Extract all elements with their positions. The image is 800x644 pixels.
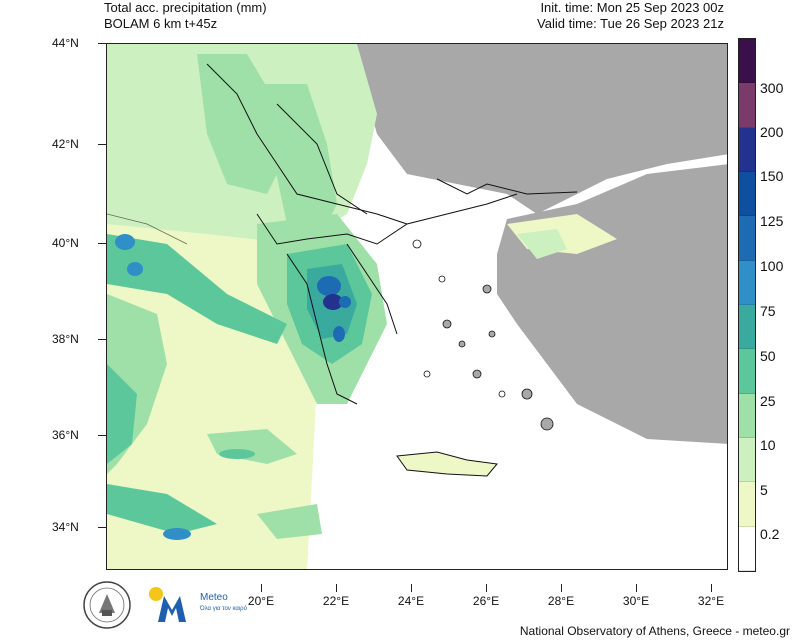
colorbar-label-100: 100 bbox=[760, 258, 784, 274]
colorbar-swatch bbox=[739, 482, 755, 527]
colorbar-swatch bbox=[739, 437, 755, 483]
lon-label-28: 28°E bbox=[536, 584, 586, 608]
map-canvas bbox=[107, 44, 727, 569]
colorbar-label-125: 125 bbox=[760, 213, 784, 229]
meteo-logo bbox=[149, 587, 186, 622]
lat-label-42: 42°N bbox=[52, 137, 106, 151]
meteo-logo-tagline: Όλα για τον καιρό bbox=[200, 606, 247, 612]
colorbar-swatch bbox=[739, 216, 755, 261]
observatory-seal-logo bbox=[83, 581, 131, 629]
colorbar-label-50: 50 bbox=[760, 348, 776, 364]
colorbar-label-300: 300 bbox=[760, 80, 784, 96]
colorbar-label-10: 10 bbox=[760, 437, 776, 453]
lat-label-36: 36°N bbox=[52, 428, 106, 442]
colorbar-label-0-2: 0.2 bbox=[760, 526, 780, 542]
map-times: Init. time: Mon 25 Sep 2023 00z Valid ti… bbox=[537, 0, 724, 32]
precipitation-map bbox=[106, 43, 728, 570]
credit-footer: National Observatory of Athens, Greece -… bbox=[519, 624, 790, 638]
lon-label-22: 22°E bbox=[311, 584, 361, 608]
colorbar-swatch bbox=[739, 260, 755, 305]
title-variable: Total acc. precipitation (mm) bbox=[104, 0, 267, 15]
colorbar-label-5: 5 bbox=[760, 482, 768, 498]
lon-label-20: 20°E bbox=[236, 584, 286, 608]
lon-label-24: 24°E bbox=[386, 584, 436, 608]
colorbar-swatch bbox=[739, 349, 755, 394]
lat-label-44: 44°N bbox=[52, 36, 106, 50]
colorbar-label-75: 75 bbox=[760, 303, 776, 319]
lon-label-26: 26°E bbox=[461, 584, 511, 608]
lat-label-34: 34°N bbox=[52, 520, 106, 534]
colorbar-swatch bbox=[739, 127, 755, 172]
colorbar-swatch bbox=[739, 39, 755, 84]
lon-label-32: 32°E bbox=[686, 584, 736, 608]
init-time: Init. time: Mon 25 Sep 2023 00z bbox=[540, 0, 724, 15]
colorbar-swatch bbox=[739, 526, 755, 571]
colorbar-swatch bbox=[739, 304, 755, 350]
colorbar-swatch bbox=[739, 171, 755, 217]
meteo-logo-name: Meteo bbox=[200, 592, 228, 603]
lat-label-38: 38°N bbox=[52, 332, 106, 346]
lat-label-40: 40°N bbox=[52, 236, 106, 250]
valid-time: Valid time: Tue 26 Sep 2023 21z bbox=[537, 16, 724, 31]
colorbar-swatch bbox=[739, 83, 755, 128]
colorbar-label-150: 150 bbox=[760, 168, 784, 184]
colorbar-swatch bbox=[739, 393, 755, 438]
title-model: BOLAM 6 km t+45z bbox=[104, 16, 218, 31]
map-title: Total acc. precipitation (mm) BOLAM 6 km… bbox=[104, 0, 267, 32]
colorbar-label-25: 25 bbox=[760, 393, 776, 409]
precipitation-colorbar bbox=[738, 38, 756, 572]
colorbar-label-200: 200 bbox=[760, 124, 784, 140]
lon-label-30: 30°E bbox=[611, 584, 661, 608]
